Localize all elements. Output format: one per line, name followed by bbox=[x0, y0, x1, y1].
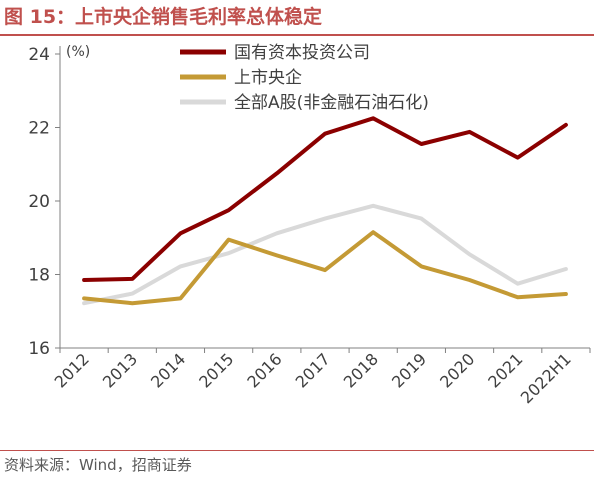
x-tick-label: 2019 bbox=[388, 349, 430, 391]
y-tick-label: 20 bbox=[28, 192, 50, 212]
x-tick-label: 2014 bbox=[147, 349, 189, 391]
x-tick-label: 2022H1 bbox=[517, 349, 575, 407]
series-line-2 bbox=[82, 203, 568, 306]
x-tick-label: 2016 bbox=[243, 349, 285, 391]
x-tick-label: 2021 bbox=[484, 349, 526, 391]
series-line-0 bbox=[82, 116, 568, 282]
footer-divider bbox=[0, 450, 594, 451]
x-tick-label: 2017 bbox=[292, 349, 334, 391]
series-layer bbox=[82, 116, 568, 306]
y-tick-label: 24 bbox=[28, 45, 50, 65]
source-note: 资料来源：Wind，招商证券 bbox=[4, 456, 192, 474]
y-tick-label: 18 bbox=[28, 266, 50, 286]
legend-label-2: 全部A股(非金融石油石化) bbox=[234, 93, 429, 113]
x-tick-label: 2015 bbox=[195, 349, 237, 391]
x-tick-label: 2012 bbox=[51, 349, 93, 391]
title-divider bbox=[0, 34, 594, 36]
y-tick-label: 16 bbox=[28, 339, 50, 359]
series-line-1 bbox=[82, 230, 568, 306]
x-tick-label: 2020 bbox=[436, 349, 478, 391]
legend-label-0: 国有资本投资公司 bbox=[234, 43, 370, 63]
x-tick-label: 2013 bbox=[99, 349, 141, 391]
x-tick-label: 2018 bbox=[340, 349, 382, 391]
legend-label-1: 上市央企 bbox=[234, 68, 302, 88]
y-tick-label: 22 bbox=[28, 119, 50, 139]
y-axis-unit: (%) bbox=[66, 44, 90, 60]
figure-title: 图 15：上市央企销售毛利率总体稳定 bbox=[4, 6, 323, 28]
